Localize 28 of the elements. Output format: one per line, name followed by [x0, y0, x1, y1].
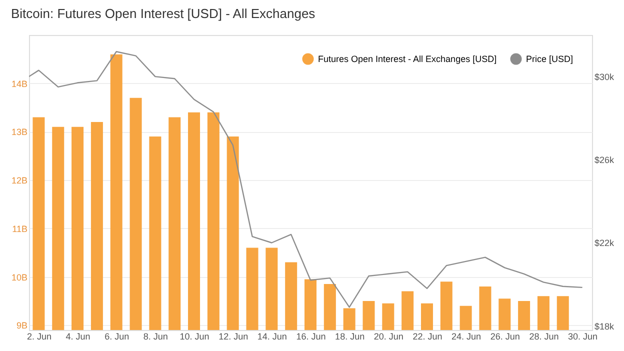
x-tick-label: 16. Jun: [296, 332, 326, 342]
x-tick-label: 26. Jun: [490, 332, 520, 342]
y-tick-label: 11B: [12, 224, 28, 234]
chart-title: Bitcoin: Futures Open Interest [USD] - All Exchanges: [10, 6, 316, 21]
x-tick-label: 14. Jun: [257, 332, 287, 342]
y-tick-label: 9B: [16, 320, 28, 331]
x-tick-label: 8. Jun: [143, 332, 168, 342]
x-tick-label: 12. Jun: [218, 332, 248, 342]
y-tick-label: 10B: [11, 272, 28, 282]
y-tick-label: 13B: [11, 127, 28, 138]
x-tick-label: 30. Jun: [568, 332, 598, 342]
y2-tick-label: $26k: [594, 155, 615, 166]
y2-tick-label: $22k: [594, 238, 615, 248]
y2-tick-label: $18k: [594, 321, 615, 332]
x-tick-label: 20. Jun: [374, 332, 404, 342]
legend-label: Price [USD]: [526, 54, 574, 64]
x-tick-label: 2. Jun: [26, 332, 52, 342]
y-tick-label: 14B: [11, 78, 28, 89]
x-tick-label: 6. Jun: [104, 332, 130, 342]
x-tick-label: 22. Jun: [412, 332, 442, 342]
x-tick-label: 28. Jun: [529, 332, 559, 342]
x-tick-label: 18. Jun: [335, 332, 365, 342]
x-tick-label: 4. Jun: [66, 332, 90, 342]
y2-tick-label: $30k: [594, 72, 615, 82]
legend-label: Futures Open Interest - All Exchanges [USD]: [318, 54, 497, 64]
x-tick-label: 24. Jun: [452, 332, 482, 342]
y-tick-label: 12B: [11, 176, 28, 186]
x-tick-label: 10. Jun: [180, 332, 210, 342]
